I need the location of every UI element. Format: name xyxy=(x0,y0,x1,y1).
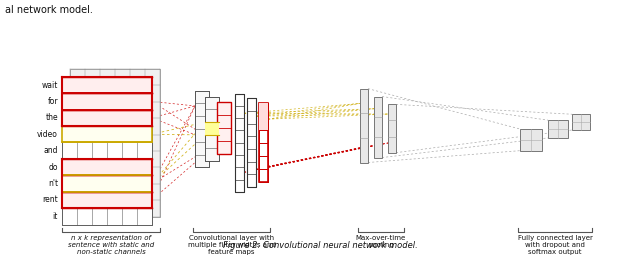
Bar xyxy=(62,77,152,225)
Bar xyxy=(70,69,160,217)
Bar xyxy=(62,159,152,175)
Text: and: and xyxy=(44,146,58,155)
Bar xyxy=(572,114,590,130)
Bar xyxy=(62,175,152,192)
Text: it: it xyxy=(52,212,58,221)
Bar xyxy=(62,126,152,142)
Bar xyxy=(62,77,152,93)
Bar xyxy=(62,93,152,110)
Bar xyxy=(205,122,219,135)
Text: the: the xyxy=(45,113,58,122)
Bar xyxy=(205,96,219,160)
Text: Convolutional layer with
multiple filter widths and
feature maps: Convolutional layer with multiple filter… xyxy=(188,235,275,255)
Text: n't: n't xyxy=(48,179,58,188)
Bar xyxy=(374,96,382,158)
Text: n x k representation of
sentence with static and
non-static channels: n x k representation of sentence with st… xyxy=(68,235,154,256)
Bar xyxy=(62,192,152,208)
Text: Max-over-time
pooling: Max-over-time pooling xyxy=(356,235,406,248)
Bar xyxy=(259,103,268,116)
Text: video: video xyxy=(37,130,58,139)
Text: do: do xyxy=(49,162,58,172)
Text: rent: rent xyxy=(42,196,58,204)
Bar xyxy=(520,129,542,151)
Text: al network model.: al network model. xyxy=(5,5,93,15)
Text: wait: wait xyxy=(42,81,58,89)
Bar xyxy=(217,102,231,154)
Bar xyxy=(548,120,568,138)
Text: Figure 2: Convolutional neural network model.: Figure 2: Convolutional neural network m… xyxy=(223,241,417,250)
Bar xyxy=(360,89,368,162)
Text: Fully connected layer
with dropout and
softmax output: Fully connected layer with dropout and s… xyxy=(518,235,593,255)
Bar xyxy=(62,110,152,126)
Bar xyxy=(235,94,244,192)
Bar xyxy=(259,116,268,130)
Bar xyxy=(388,105,396,153)
Bar xyxy=(259,103,268,182)
Text: for: for xyxy=(47,97,58,106)
Bar xyxy=(195,90,209,167)
Bar xyxy=(62,175,152,192)
Bar xyxy=(247,99,256,187)
